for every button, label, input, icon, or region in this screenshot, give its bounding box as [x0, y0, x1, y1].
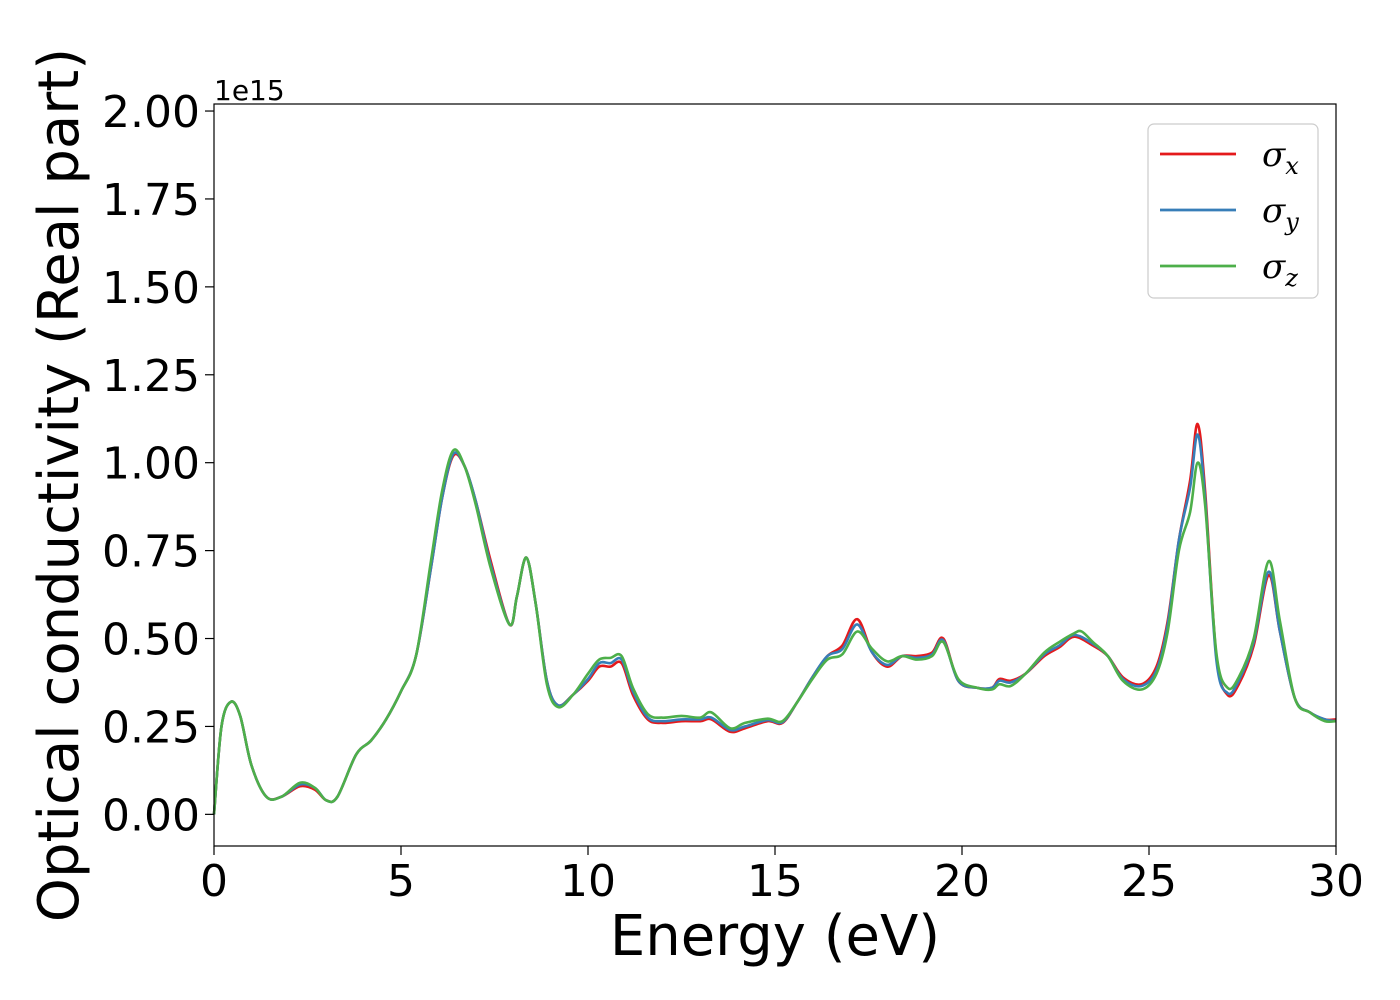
series-line-z	[212, 448, 1337, 815]
legend: σx σy σz	[1147, 123, 1319, 299]
y-offset-label: 1e15	[214, 74, 285, 107]
y-axis-ticks: 0.00 0.25 0.50 0.75 1.00 1.25 1.50 1.75 2.00	[102, 87, 214, 841]
y-tick-label: 0.75	[102, 527, 200, 578]
legend-label-y: σy	[1262, 191, 1299, 236]
legend-label-x: σx	[1262, 135, 1299, 180]
legend-label-z: σz	[1262, 247, 1298, 292]
series-layer	[212, 422, 1337, 815]
x-tick-label: 20	[934, 856, 990, 907]
y-axis-label: Optical conductivity (Real part)	[27, 48, 92, 922]
x-tick-label: 0	[200, 856, 228, 907]
y-tick-label: 1.00	[102, 439, 200, 490]
y-tick-label: 1.75	[102, 175, 200, 226]
x-tick-label: 25	[1121, 856, 1177, 907]
x-axis-label: Energy (eV)	[610, 904, 940, 969]
x-tick-label: 30	[1308, 856, 1364, 907]
x-axis-ticks: 0 5 10 15 20 25 30	[200, 846, 1364, 907]
y-tick-label: 2.00	[102, 87, 200, 138]
x-tick-label: 10	[560, 856, 616, 907]
y-tick-label: 1.25	[102, 351, 200, 402]
y-tick-label: 1.50	[102, 263, 200, 314]
y-tick-label: 0.25	[102, 702, 200, 753]
x-tick-label: 15	[747, 856, 803, 907]
y-tick-label: 0.50	[102, 615, 200, 666]
y-tick-label: 0.00	[102, 790, 200, 841]
x-tick-label: 5	[387, 856, 415, 907]
